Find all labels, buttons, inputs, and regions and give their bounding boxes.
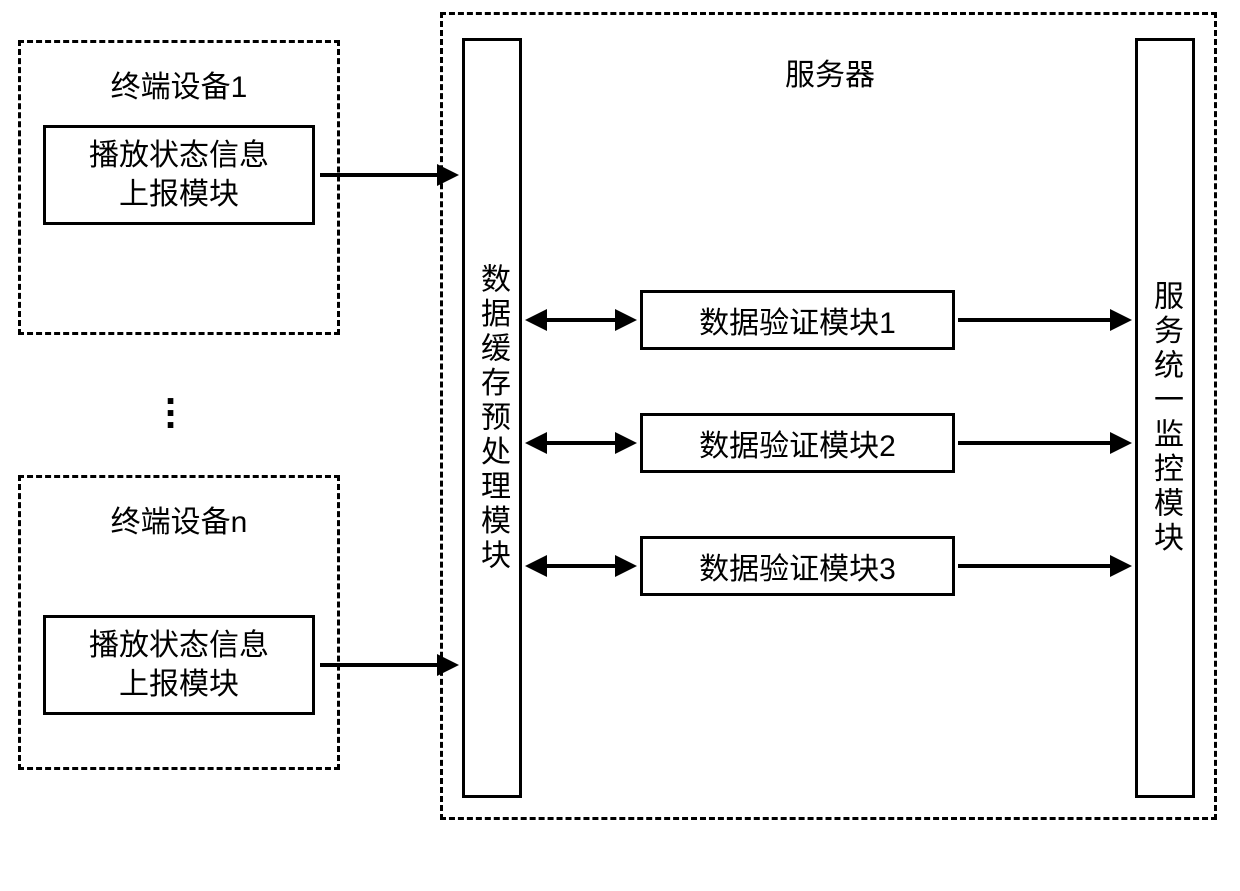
terminal-n-label: 终端设备n (18, 497, 340, 541)
server-label: 服务器 (720, 50, 940, 94)
vertical-ellipsis: ... (165, 385, 176, 421)
report-module-n: 播放状态信息 上报模块 (43, 615, 315, 715)
verify-module-2-label: 数据验证模块2 (699, 421, 896, 465)
monitor-module: 服务统一监控模块 (1135, 38, 1195, 798)
report-module-1-line2: 上报模块 (89, 175, 269, 214)
report-module-n-line2: 上报模块 (89, 665, 269, 704)
verify-module-2: 数据验证模块2 (640, 413, 955, 473)
monitor-module-label: 服务统一监控模块 (1143, 280, 1187, 556)
verify-module-1: 数据验证模块1 (640, 290, 955, 350)
diagram-canvas: 终端设备1 播放状态信息 上报模块 ... 终端设备n 播放状态信息 上报模块 … (0, 0, 1240, 891)
terminal-1-label: 终端设备1 (18, 62, 340, 106)
verify-module-3-label: 数据验证模块3 (699, 544, 896, 588)
verify-module-1-label: 数据验证模块1 (699, 298, 896, 342)
preprocess-module: 数据缓存预处理模块 (462, 38, 522, 798)
report-module-n-line1: 播放状态信息 (89, 626, 269, 665)
report-module-1: 播放状态信息 上报模块 (43, 125, 315, 225)
report-module-1-line1: 播放状态信息 (89, 136, 269, 175)
verify-module-3: 数据验证模块3 (640, 536, 955, 596)
preprocess-module-label: 数据缓存预处理模块 (470, 263, 514, 574)
